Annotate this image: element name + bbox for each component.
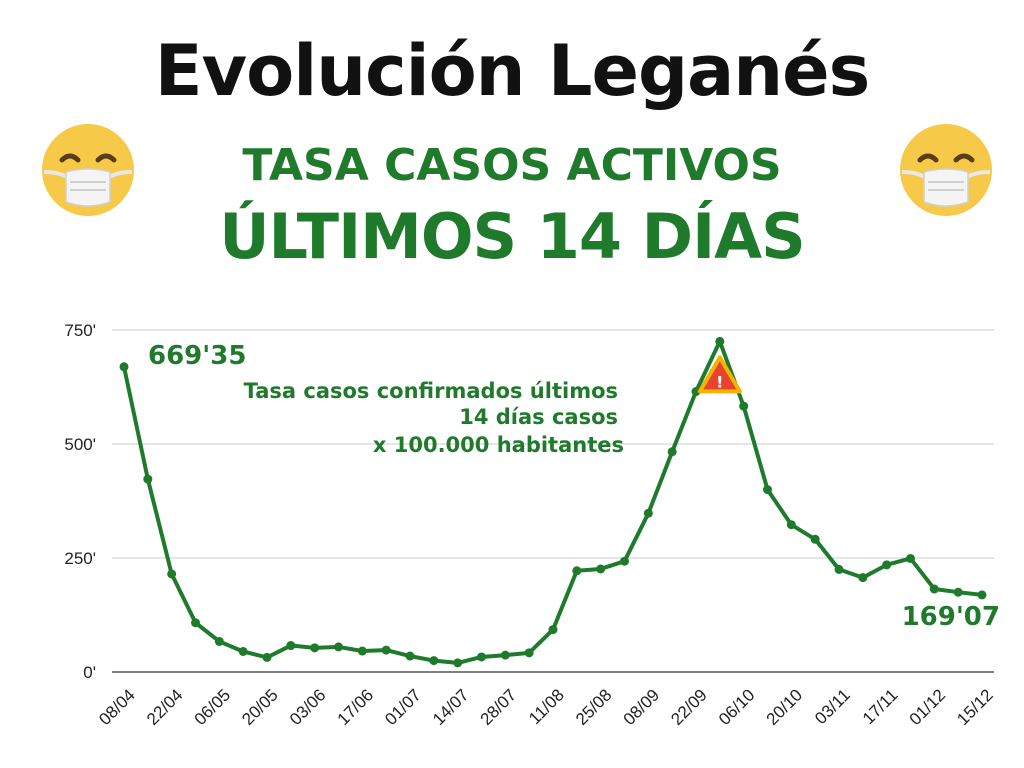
data-point: [167, 569, 177, 579]
subtitle-period: ÚLTIMOS 14 DÍAS: [219, 200, 806, 273]
x-tick-label: 20/10: [763, 685, 807, 729]
data-point: [953, 587, 963, 597]
x-tick-label: 08/09: [620, 685, 664, 729]
data-point: [882, 560, 892, 570]
x-tick-label: 15/12: [953, 685, 997, 729]
y-tick-label: 0': [83, 663, 96, 682]
x-tick-label: 17/06: [334, 685, 378, 729]
data-point: [238, 646, 248, 656]
data-point: [500, 650, 510, 660]
data-point: [405, 651, 415, 661]
data-point: [596, 564, 606, 574]
data-point: [334, 642, 343, 652]
data-point: [453, 658, 463, 668]
data-point: [262, 652, 272, 662]
x-tick-label: 06/10: [715, 685, 759, 729]
first-value-label: 669'35: [148, 341, 246, 371]
data-point: [906, 553, 915, 563]
data-point: [929, 584, 939, 594]
x-tick-label: 01/07: [381, 685, 425, 729]
face-with-medical-mask-icon: [900, 124, 992, 216]
x-tick-label: 14/07: [429, 685, 473, 729]
x-tick-label: 22/04: [143, 685, 187, 729]
subtitle-rate: TASA CASOS ACTIVOS: [242, 140, 782, 191]
x-tick-label: 08/04: [95, 685, 139, 729]
data-point: [786, 520, 796, 530]
x-tick-label: 11/08: [525, 685, 568, 728]
data-point: [548, 625, 558, 635]
data-point: [310, 643, 320, 653]
data-point: [620, 556, 629, 566]
x-tick-label: 06/05: [191, 685, 235, 729]
data-point: [214, 636, 224, 646]
annotation-line-2: 14 días casos: [459, 405, 618, 429]
page-title: Evolución Leganés: [154, 30, 871, 112]
data-point: [429, 656, 439, 666]
data-point: [763, 485, 772, 495]
data-point: [191, 618, 200, 628]
face-with-medical-mask-icon: [42, 124, 134, 216]
x-tick-label: 25/08: [572, 685, 616, 729]
x-tick-label: 01/12: [906, 685, 950, 729]
last-value-label: 169'07: [902, 602, 1000, 632]
data-point: [143, 474, 153, 484]
data-point: [572, 566, 582, 576]
x-tick-label: 17/11: [859, 685, 902, 728]
data-point: [715, 336, 725, 346]
data-point: [691, 387, 701, 397]
data-point: [858, 573, 868, 583]
data-point: [739, 401, 749, 411]
svg-text:!: !: [716, 372, 723, 391]
data-point: [643, 508, 653, 518]
x-tick-label: 20/05: [238, 685, 282, 729]
x-tick-label: 28/07: [477, 685, 521, 729]
data-point: [834, 564, 844, 574]
data-point: [286, 641, 296, 651]
y-tick-label: 500': [64, 435, 96, 454]
data-point: [381, 645, 391, 655]
x-tick-label: 03/06: [286, 685, 330, 729]
annotation-line-1: Tasa casos confirmados últimos: [244, 379, 618, 403]
x-tick-label: 03/11: [811, 685, 854, 728]
data-point: [667, 447, 677, 457]
y-tick-label: 750': [64, 321, 96, 340]
data-point: [524, 648, 534, 658]
data-point: [119, 362, 129, 372]
data-point: [977, 590, 987, 600]
data-point: [810, 534, 820, 544]
annotation-line-3: x 100.000 habitantes: [373, 433, 624, 457]
warning-icon: !: [697, 355, 742, 394]
data-point: [477, 652, 486, 662]
y-tick-label: 250': [64, 549, 96, 568]
x-tick-label: 22/09: [667, 685, 711, 729]
data-point: [357, 646, 367, 656]
